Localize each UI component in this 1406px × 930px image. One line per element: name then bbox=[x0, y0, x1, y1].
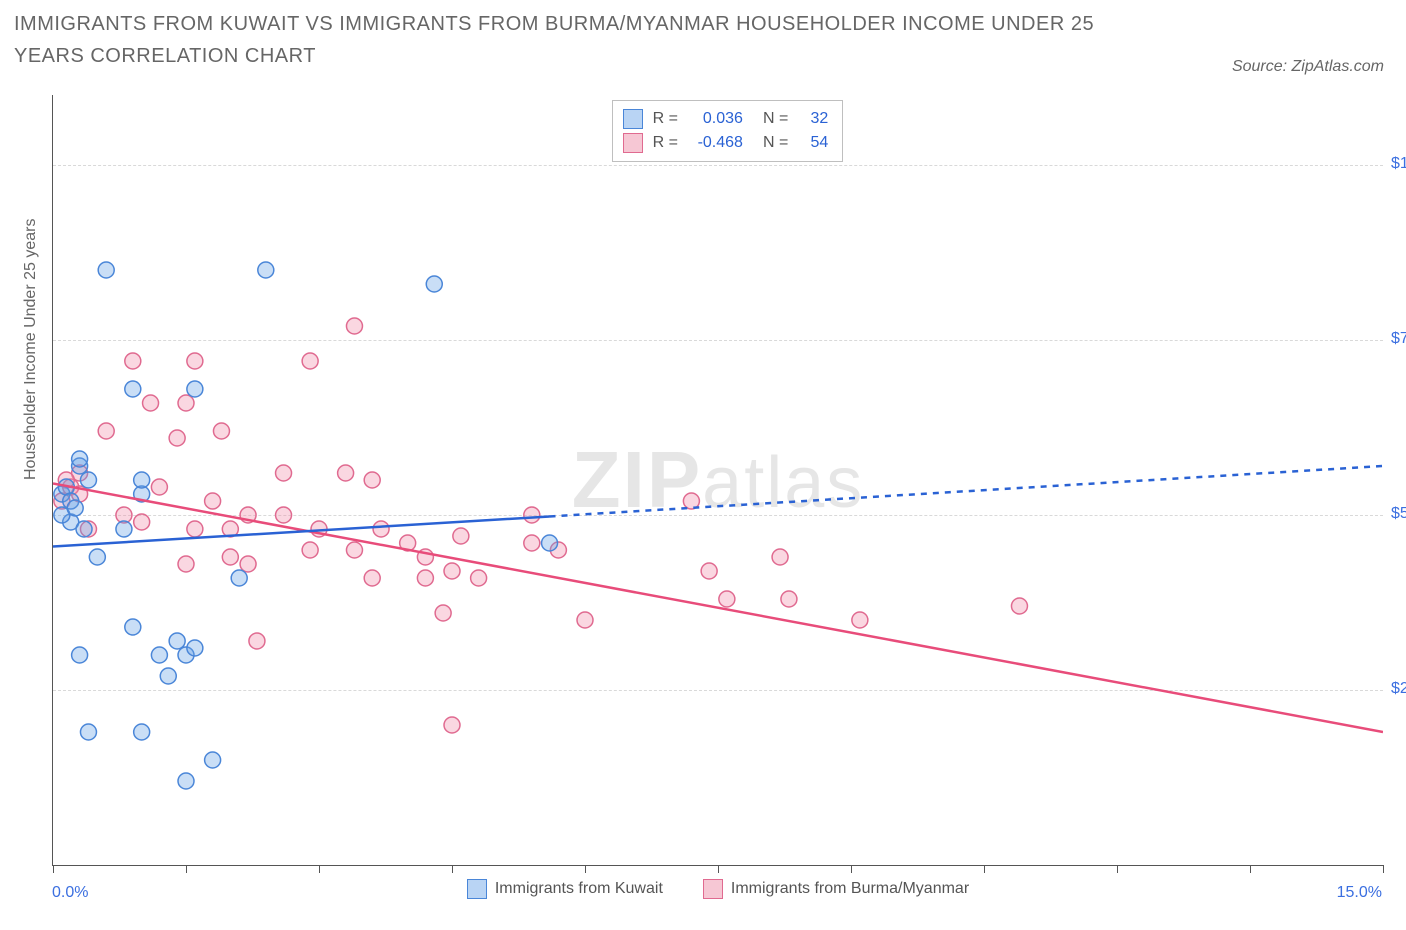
scatter-point bbox=[471, 570, 487, 586]
x-tick bbox=[452, 865, 453, 873]
legend-swatch-burma bbox=[623, 133, 643, 153]
scatter-point bbox=[364, 472, 380, 488]
y-axis-title: Householder Income Under 25 years bbox=[22, 219, 40, 480]
bottom-legend: Immigrants from Kuwait Immigrants from B… bbox=[53, 879, 1383, 899]
scatter-point bbox=[524, 535, 540, 551]
scatter-point bbox=[98, 423, 114, 439]
scatter-point bbox=[76, 521, 92, 537]
legend-swatch-burma-2 bbox=[703, 879, 723, 899]
scatter-point bbox=[178, 395, 194, 411]
scatter-point bbox=[134, 724, 150, 740]
scatter-point bbox=[364, 570, 380, 586]
scatter-point bbox=[444, 563, 460, 579]
scatter-point bbox=[719, 591, 735, 607]
scatter-point bbox=[346, 542, 362, 558]
scatter-point bbox=[426, 276, 442, 292]
scatter-point bbox=[134, 514, 150, 530]
scatter-point bbox=[453, 528, 469, 544]
legend-swatch-kuwait-2 bbox=[467, 879, 487, 899]
scatter-point bbox=[187, 381, 203, 397]
scatter-point bbox=[98, 262, 114, 278]
x-tick bbox=[1250, 865, 1251, 873]
x-tick bbox=[319, 865, 320, 873]
scatter-point bbox=[143, 395, 159, 411]
x-tick bbox=[1117, 865, 1118, 873]
scatter-point bbox=[276, 465, 292, 481]
scatter-point bbox=[187, 353, 203, 369]
chart-svg bbox=[53, 95, 1383, 865]
legend-swatch-kuwait bbox=[623, 109, 643, 129]
x-tick bbox=[718, 865, 719, 873]
x-axis-min-label: 0.0% bbox=[52, 884, 88, 902]
scatter-point bbox=[222, 549, 238, 565]
scatter-point bbox=[577, 612, 593, 628]
scatter-point bbox=[80, 472, 96, 488]
plot-area: ZIPatlas $25,000$50,000$75,000$100,000 R… bbox=[52, 95, 1383, 866]
stats-legend: R = 0.036 N = 32 R = -0.468 N = 54 bbox=[612, 100, 844, 162]
scatter-point bbox=[67, 500, 83, 516]
scatter-point bbox=[852, 612, 868, 628]
scatter-point bbox=[346, 318, 362, 334]
scatter-point bbox=[89, 549, 105, 565]
y-tick-label: $100,000 bbox=[1391, 155, 1406, 173]
scatter-point bbox=[134, 472, 150, 488]
scatter-point bbox=[72, 451, 88, 467]
scatter-point bbox=[249, 633, 265, 649]
scatter-point bbox=[524, 507, 540, 523]
scatter-point bbox=[772, 549, 788, 565]
scatter-point bbox=[169, 633, 185, 649]
y-tick-label: $25,000 bbox=[1391, 680, 1406, 698]
scatter-point bbox=[373, 521, 389, 537]
scatter-point bbox=[116, 521, 132, 537]
scatter-point bbox=[444, 717, 460, 733]
scatter-point bbox=[240, 556, 256, 572]
scatter-point bbox=[160, 668, 176, 684]
scatter-point bbox=[187, 640, 203, 656]
scatter-point bbox=[542, 535, 558, 551]
scatter-point bbox=[258, 262, 274, 278]
scatter-point bbox=[187, 521, 203, 537]
scatter-point bbox=[125, 353, 141, 369]
scatter-point bbox=[125, 619, 141, 635]
trend-line bbox=[550, 466, 1383, 516]
scatter-point bbox=[151, 647, 167, 663]
scatter-point bbox=[338, 465, 354, 481]
scatter-point bbox=[205, 752, 221, 768]
scatter-point bbox=[151, 479, 167, 495]
scatter-point bbox=[1011, 598, 1027, 614]
x-tick bbox=[53, 865, 54, 873]
x-axis-max-label: 15.0% bbox=[1337, 884, 1382, 902]
scatter-point bbox=[178, 773, 194, 789]
scatter-point bbox=[231, 570, 247, 586]
scatter-point bbox=[80, 724, 96, 740]
x-tick bbox=[585, 865, 586, 873]
x-tick bbox=[186, 865, 187, 873]
trend-line bbox=[53, 484, 1383, 733]
scatter-point bbox=[417, 570, 433, 586]
legend-label-kuwait: Immigrants from Kuwait bbox=[495, 880, 663, 898]
source-label: Source: ZipAtlas.com bbox=[1232, 58, 1384, 76]
scatter-point bbox=[701, 563, 717, 579]
scatter-point bbox=[276, 507, 292, 523]
scatter-point bbox=[302, 542, 318, 558]
x-tick bbox=[1383, 865, 1384, 873]
scatter-point bbox=[125, 381, 141, 397]
scatter-point bbox=[205, 493, 221, 509]
x-tick bbox=[851, 865, 852, 873]
scatter-point bbox=[302, 353, 318, 369]
scatter-point bbox=[72, 647, 88, 663]
chart-title: IMMIGRANTS FROM KUWAIT VS IMMIGRANTS FRO… bbox=[14, 8, 1134, 72]
x-tick bbox=[984, 865, 985, 873]
y-tick-label: $50,000 bbox=[1391, 505, 1406, 523]
legend-label-burma: Immigrants from Burma/Myanmar bbox=[731, 880, 969, 898]
scatter-point bbox=[781, 591, 797, 607]
y-tick-label: $75,000 bbox=[1391, 330, 1406, 348]
scatter-point bbox=[213, 423, 229, 439]
scatter-point bbox=[169, 430, 185, 446]
scatter-point bbox=[435, 605, 451, 621]
scatter-point bbox=[178, 556, 194, 572]
